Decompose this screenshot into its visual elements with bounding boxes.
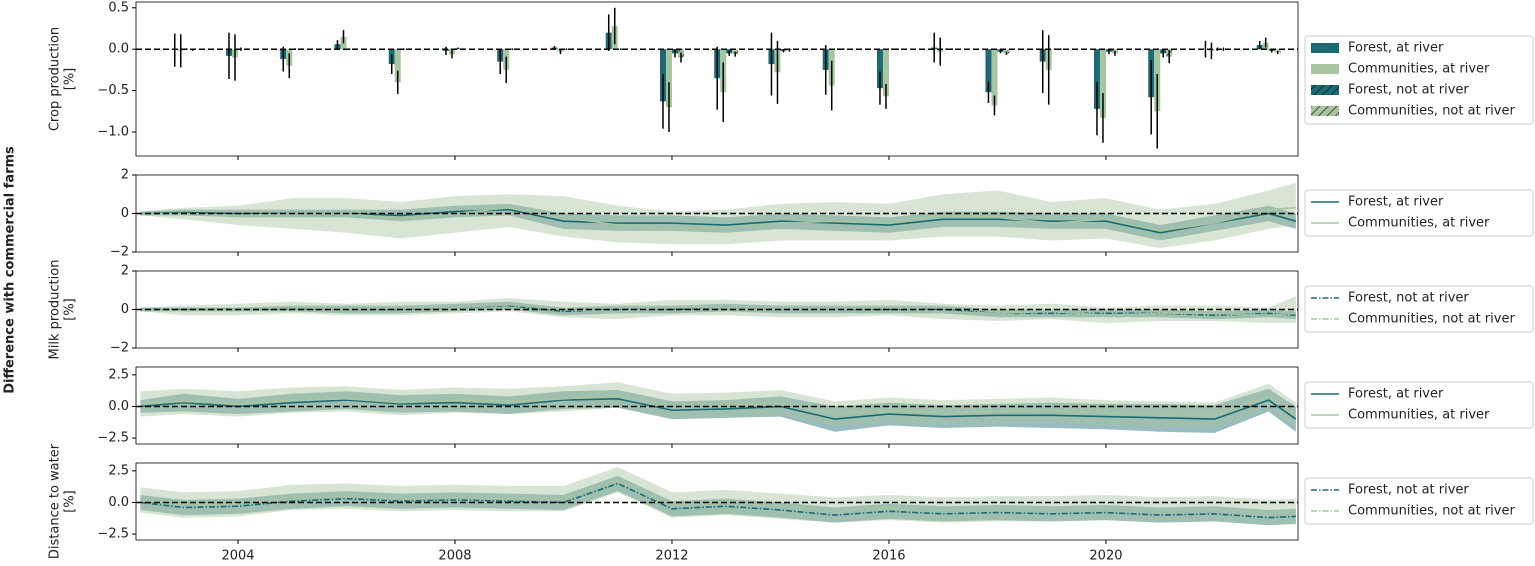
plot-frame bbox=[135, 270, 1299, 349]
legend-label: Forest, at river bbox=[1348, 41, 1444, 56]
figure-ylabel: Difference with commercial farms bbox=[3, 146, 18, 394]
bar bbox=[985, 49, 992, 93]
line bbox=[140, 482, 1296, 519]
legend-box bbox=[1304, 381, 1534, 429]
panel: 2.5 0.0 −2.5 2004 2008 2012 2016 2020 Distance t… bbox=[47, 443, 1534, 564]
legend-label: Forest, at river bbox=[1348, 387, 1444, 402]
legend-label: Communities, at river bbox=[1348, 408, 1490, 423]
legend-label: Communities, at river bbox=[1348, 62, 1490, 77]
y-tick-label: −0.5 bbox=[97, 83, 129, 98]
legend: Forest, not at river Communities, not at … bbox=[1304, 477, 1534, 525]
y-axis-label-line: [%] bbox=[62, 298, 77, 321]
y-tick-label: 2.5 bbox=[108, 463, 129, 478]
plot-area bbox=[140, 382, 1297, 433]
legend-label: Forest, not at river bbox=[1348, 83, 1469, 98]
y-axis-label-line: Distance to water bbox=[47, 443, 62, 559]
line bbox=[140, 394, 1297, 417]
bar bbox=[1099, 49, 1106, 118]
x-tick-label: 2016 bbox=[872, 549, 905, 564]
plot-frame bbox=[135, 366, 1299, 445]
y-axis-label: Milk production[%] bbox=[47, 260, 77, 360]
y-tick-label: 0 bbox=[121, 206, 129, 221]
legend-swatch bbox=[1311, 43, 1339, 53]
y-tick-label: 2.5 bbox=[108, 367, 129, 382]
y-tick-label: 0.0 bbox=[108, 495, 129, 510]
legend-label: Communities, at river bbox=[1348, 216, 1490, 231]
plot-area bbox=[140, 182, 1297, 249]
y-tick-label: 0.0 bbox=[108, 42, 129, 57]
plot-frame bbox=[135, 1, 1299, 157]
y-tick-label: −1.0 bbox=[97, 124, 129, 139]
legend: Forest, at river Communities, at river bbox=[1304, 381, 1534, 429]
legend-box bbox=[1304, 189, 1534, 237]
x-tick-label: 2008 bbox=[438, 549, 471, 564]
y-axis-label-line: [%] bbox=[62, 68, 77, 91]
bar bbox=[394, 49, 401, 83]
y-axis-label: Crop production[%] bbox=[47, 27, 77, 131]
y-axis-label-line: [%] bbox=[62, 490, 77, 513]
legend: Forest, not at river Communities, not at … bbox=[1304, 285, 1534, 333]
y-axis-label: Distance to water[%] bbox=[47, 443, 77, 559]
panel: 0.5 0.0 −0.5 −1.0 Crop production[%] Forest, … bbox=[47, 0, 1534, 160]
y-tick-label: 0.5 bbox=[108, 0, 129, 15]
y-tick-label: 0 bbox=[121, 302, 129, 317]
plot-frame bbox=[135, 174, 1299, 253]
y-tick-label: −2 bbox=[110, 341, 129, 356]
legend-swatch bbox=[1311, 64, 1339, 74]
legend-swatch bbox=[1311, 85, 1339, 95]
bar bbox=[882, 49, 889, 97]
plot-area bbox=[140, 467, 1296, 526]
y-tick-label: −2.5 bbox=[97, 431, 129, 446]
band bbox=[140, 388, 1296, 433]
plot-frame bbox=[135, 462, 1299, 541]
panel: 2 0 −2 Forest, at river Communities, at rive… bbox=[110, 168, 1534, 260]
legend-box bbox=[1304, 477, 1534, 525]
y-tick-label: −2.5 bbox=[97, 527, 129, 542]
legend-label: Communities, not at river bbox=[1348, 312, 1515, 327]
legend-box bbox=[1304, 285, 1534, 333]
legend: Forest, at river Communities, at river bbox=[1304, 189, 1534, 237]
legend-label: Forest, at river bbox=[1348, 195, 1444, 210]
legend-label: Communities, not at river bbox=[1348, 504, 1515, 519]
legend-box bbox=[1304, 35, 1534, 125]
y-axis-label-line: Milk production bbox=[47, 260, 62, 360]
legend-label: Forest, not at river bbox=[1348, 483, 1469, 498]
y-tick-label: 2 bbox=[121, 168, 129, 183]
x-tick-label: 2012 bbox=[655, 549, 688, 564]
bar bbox=[876, 49, 883, 89]
band bbox=[140, 467, 1296, 526]
legend-swatch bbox=[1311, 106, 1339, 116]
line bbox=[140, 398, 1297, 420]
y-tick-label: 2 bbox=[121, 264, 129, 279]
band bbox=[140, 296, 1296, 323]
band bbox=[140, 301, 1296, 320]
plot-area bbox=[171, 7, 1281, 149]
bar bbox=[991, 49, 998, 106]
panel: 2.5 0.0 −2.5 Forest, at river Communities, a… bbox=[97, 366, 1534, 448]
y-tick-label: −2 bbox=[110, 245, 129, 260]
bar bbox=[665, 49, 672, 108]
y-tick-label: 0.0 bbox=[108, 399, 129, 414]
bar bbox=[1003, 49, 1010, 54]
band bbox=[140, 182, 1296, 249]
legend-label: Forest, not at river bbox=[1348, 291, 1469, 306]
x-tick-label: 2004 bbox=[221, 549, 254, 564]
legend-label: Communities, not at river bbox=[1348, 104, 1515, 119]
y-axis-label-line: Crop production bbox=[47, 27, 62, 131]
panel: 2 0 −2 Milk production[%] Forest, not at riv… bbox=[47, 260, 1534, 360]
bar bbox=[1093, 49, 1100, 109]
legend: Forest, at river Communities, at river For… bbox=[1304, 35, 1534, 125]
x-tick-label: 2020 bbox=[1089, 549, 1122, 564]
